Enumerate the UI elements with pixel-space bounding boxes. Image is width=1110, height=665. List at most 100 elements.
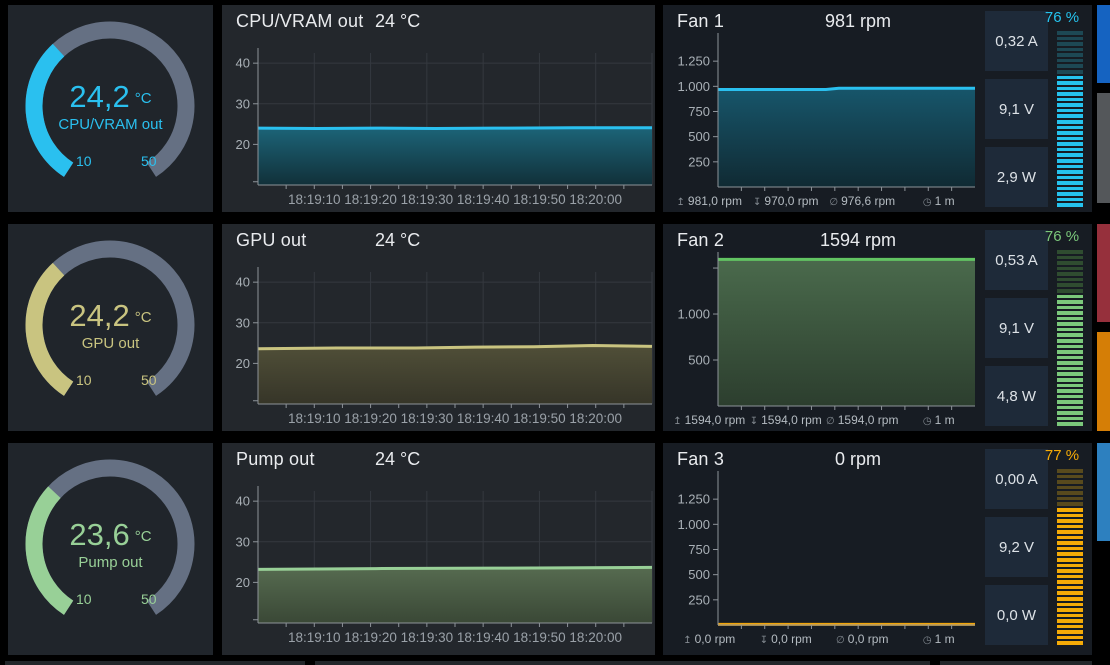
stat-item: ↧ 1594,0 rpm	[748, 413, 825, 427]
current-tile[interactable]: 0,53 A	[985, 230, 1048, 290]
bar-segment	[1057, 120, 1083, 124]
bar-segment	[1057, 405, 1083, 410]
bar-segment	[1057, 530, 1083, 534]
gauge-panel-pump-out[interactable]: 23,6 °C Pump out 10 50	[8, 443, 213, 655]
fan-chart-plot: 1.250 1.000 750 500 250	[677, 471, 975, 629]
time-tick-label: 18:19:50	[513, 630, 566, 645]
gauge-unit: °C	[134, 528, 152, 545]
max-icon: ↥	[676, 197, 685, 208]
bar-segment	[1057, 192, 1083, 196]
svg-text:20: 20	[236, 137, 250, 152]
stat-item: ↥ 1594,0 rpm	[671, 413, 748, 427]
svg-text:30: 30	[236, 315, 250, 330]
time-tick-label: 18:19:40	[457, 192, 510, 207]
power-tile[interactable]: 2,9 W	[985, 147, 1048, 207]
gauge-arc	[25, 21, 195, 177]
voltage-tile[interactable]: 9,1 V	[985, 298, 1048, 358]
fan-power-percent: 77 %	[1044, 447, 1080, 464]
bar-segment	[1057, 552, 1083, 556]
bar-segment	[1057, 158, 1083, 163]
bar-segment	[1057, 333, 1083, 337]
bar-segment	[1057, 288, 1083, 293]
chart-value: 24 °C	[375, 230, 421, 250]
fan-panel-fan3[interactable]: 1.250 1.000 750 500 250 Fan 3 0 rpm ↥ 0,0 rpm…	[663, 443, 1092, 655]
gauge-label: GPU out	[81, 335, 140, 352]
gauge-center: 24,2 °C CPU/VRAM out	[8, 81, 213, 133]
partial-panel	[940, 661, 1092, 665]
bar-segment	[1057, 255, 1083, 260]
bar-segment	[1057, 411, 1083, 415]
temp-chart-panel-cpu-vram-out[interactable]: 40 30 20 18:19:10 18:19:20 18:19:30 18:19:40 18…	[222, 5, 655, 212]
bar-segment	[1057, 641, 1083, 645]
bar-segment	[1057, 372, 1083, 376]
bar-segment	[1057, 361, 1083, 365]
gauge-min-label: 10	[76, 372, 92, 388]
gauge-max-label: 50	[141, 153, 157, 169]
bar-segment	[1057, 541, 1083, 545]
bar-segment	[1057, 400, 1083, 404]
time-tick-label: 18:19:30	[401, 192, 454, 207]
fan-power-percent: 76 %	[1044, 9, 1080, 26]
chart-value: 0 rpm	[834, 449, 881, 469]
power-tile[interactable]: 4,8 W	[985, 366, 1048, 426]
time-icon: ◷	[922, 416, 932, 427]
bar-segment	[1057, 136, 1083, 141]
gauge-max-label: 50	[141, 372, 157, 388]
bar-segment	[1057, 602, 1083, 607]
svg-text:20: 20	[236, 356, 250, 371]
bar-segment	[1057, 108, 1083, 113]
svg-text:40: 40	[236, 275, 250, 290]
chart-value: 24 °C	[375, 11, 421, 31]
fan-stats-row: ↥ 0,0 rpm ↧ 0,0 rpm ∅ 0,0 rpm ◷ 1 m	[671, 632, 977, 646]
time-tick-label: 18:19:10	[288, 411, 341, 426]
temp-chart-panel-pump-out[interactable]: 40 30 20 18:19:10 18:19:20 18:19:30 18:19:40 18…	[222, 443, 655, 655]
gauge-value: 24,2	[69, 298, 130, 333]
bar-segment	[1057, 181, 1083, 185]
chart-title: CPU/VRAM out	[236, 11, 364, 31]
min-icon: ↧	[759, 635, 769, 646]
stat-value: 981,0 rpm	[687, 194, 742, 208]
svg-text:750: 750	[688, 542, 710, 557]
bar-segment	[1057, 485, 1083, 490]
bar-segment	[1057, 186, 1083, 191]
bar-segment	[1057, 170, 1083, 174]
voltage-tile[interactable]: 9,2 V	[985, 517, 1048, 577]
fan-chart-plot: 1.000 500	[677, 252, 975, 410]
bar-segment	[1057, 250, 1083, 254]
current-tile[interactable]: 0,00 A	[985, 449, 1048, 509]
stat-item: ◷ 1 m	[901, 632, 978, 646]
time-tick-label: 18:19:10	[288, 192, 341, 207]
gauge-panel-cpu-vram-out[interactable]: 24,2 °C CPU/VRAM out 10 50	[8, 5, 213, 212]
bar-segment	[1057, 513, 1083, 518]
bar-segment	[1057, 491, 1083, 495]
bar-segment	[1057, 203, 1083, 207]
svg-text:1.250: 1.250	[677, 492, 710, 507]
svg-text:1.000: 1.000	[677, 79, 710, 94]
bar-segment	[1057, 416, 1083, 421]
gauge-label: CPU/VRAM out	[58, 116, 163, 133]
power-tile[interactable]: 0,0 W	[985, 585, 1048, 645]
bar-segment	[1057, 591, 1083, 595]
stat-item: ↥ 0,0 rpm	[671, 632, 748, 646]
current-tile[interactable]: 0,32 A	[985, 11, 1048, 71]
fan-power-bar	[1057, 31, 1083, 207]
voltage-tile[interactable]: 9,1 V	[985, 79, 1048, 139]
bar-segment	[1057, 630, 1083, 634]
stat-item: ↥ 981,0 rpm	[671, 194, 748, 208]
temp-chart-panel-gpu-out[interactable]: 40 30 20 18:19:10 18:19:20 18:19:30 18:19:40 18…	[222, 224, 655, 431]
gauge-label: Pump out	[78, 554, 143, 571]
gauge-max-label: 50	[141, 591, 157, 607]
time-tick-label: 18:19:40	[457, 411, 510, 426]
gauge-panel-gpu-out[interactable]: 24,2 °C GPU out 10 50	[8, 224, 213, 431]
max-icon: ↥	[683, 635, 692, 646]
bar-segment	[1057, 125, 1083, 130]
fan-panel-fan1[interactable]: 1.250 1.000 750 500 250 Fan 1 981 rpm ↥ 981,0…	[663, 5, 1092, 212]
bar-segment	[1057, 272, 1083, 276]
gauge-arc	[25, 240, 195, 396]
fan-panel-fan2[interactable]: 1.000 500 Fan 2 1594 rpm ↥ 1594,0 rpm ↧ 1594…	[663, 224, 1092, 431]
bar-segment	[1057, 92, 1083, 96]
fan-power-bar	[1057, 250, 1083, 426]
svg-text:750: 750	[688, 104, 710, 119]
bar-segment	[1057, 619, 1083, 623]
max-icon: ↥	[673, 416, 682, 427]
